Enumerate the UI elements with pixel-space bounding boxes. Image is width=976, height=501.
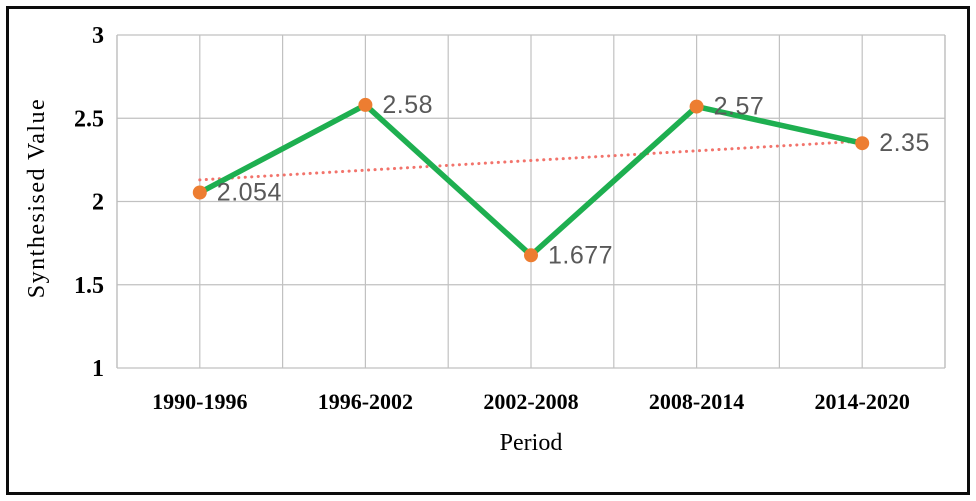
y-tick-label: 1 [92,356,104,382]
x-tick-label: 1990-1996 [152,389,247,414]
data-point-marker [358,97,373,112]
y-tick-label: 3 [92,23,104,49]
trendline [198,139,864,182]
data-point-marker [855,136,870,151]
data-point-marker [524,248,538,263]
data-label: 2.054 [217,179,282,207]
x-axis-title: Period [500,430,563,456]
data-label: 1.677 [548,241,613,269]
x-tick-label: 2008-2014 [649,389,744,414]
data-point-marker [192,185,207,200]
y-tick-label: 1.5 [74,273,104,299]
data-point-marker [689,99,704,114]
data-label: 2.57 [714,93,765,121]
x-tick-label: 2002-2008 [483,389,578,414]
y-tick-label: 2 [92,190,104,216]
data-label: 2.35 [879,129,930,157]
y-tick-label: 2.5 [74,106,104,132]
y-axis-title: Synthesised Value [24,98,50,298]
x-tick-label: 1996-2002 [318,389,413,414]
data-label: 2.58 [382,91,433,119]
x-tick-label: 2014-2020 [815,389,910,414]
